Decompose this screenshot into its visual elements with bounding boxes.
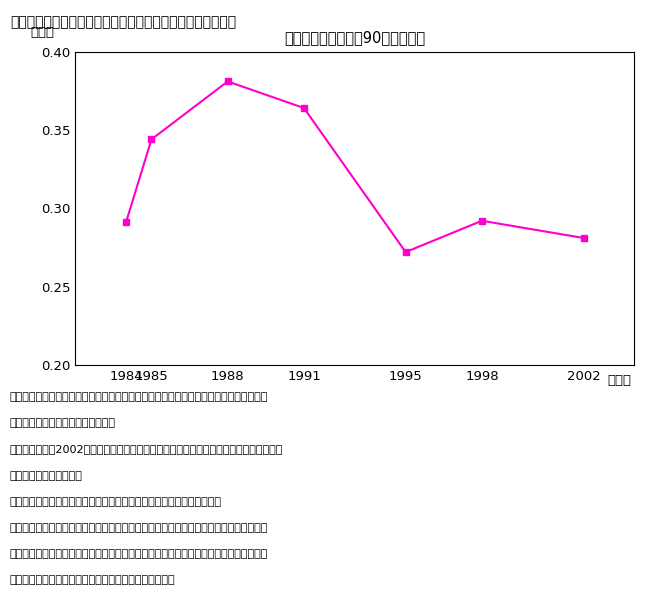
Text: （％）: （％） (31, 26, 54, 39)
Text: ４．教育訓練費とは労働者の教育訓練施設（一般的教養を高める目的で設置: ４．教育訓練費とは労働者の教育訓練施設（一般的教養を高める目的で設置 (10, 523, 268, 533)
Text: ２．2002年が「勤労条件総合調査」、それ以前は「賃金労働時間制度等総合: ２．2002年が「勤労条件総合調査」、それ以前は「賃金労働時間制度等総合 (10, 444, 283, 454)
Text: 調査」により作成。: 調査」により作成。 (10, 418, 116, 428)
Text: された学校は含めない）に関する費用、指導員に対する手当、謝礼、再: された学校は含めない）に関する費用、指導員に対する手当、謝礼、再 (10, 549, 268, 559)
Text: ３．労働者１人１ヵ月平均の教育訓練費／労働費用で算出。: ３．労働者１人１ヵ月平均の教育訓練費／労働費用で算出。 (10, 497, 222, 506)
Text: （年）: （年） (607, 374, 631, 387)
Text: 第３－２－８図　労働費用に占める教育訓練費の割合の変化: 第３－２－８図 労働費用に占める教育訓練費の割合の変化 (10, 15, 236, 29)
Title: 教育訓練費の割合は90年代に低下: 教育訓練費の割合は90年代に低下 (284, 30, 425, 45)
Text: 調査」。: 調査」。 (10, 471, 82, 480)
Text: 委託訓練に要する費用の合計額をいう。: 委託訓練に要する費用の合計額をいう。 (10, 575, 175, 585)
Text: （備考）　１．厚生労働省「就労条件総合調査」、旧労働省「賃金労働時間制度等総合: （備考） １．厚生労働省「就労条件総合調査」、旧労働省「賃金労働時間制度等総合 (10, 392, 268, 402)
